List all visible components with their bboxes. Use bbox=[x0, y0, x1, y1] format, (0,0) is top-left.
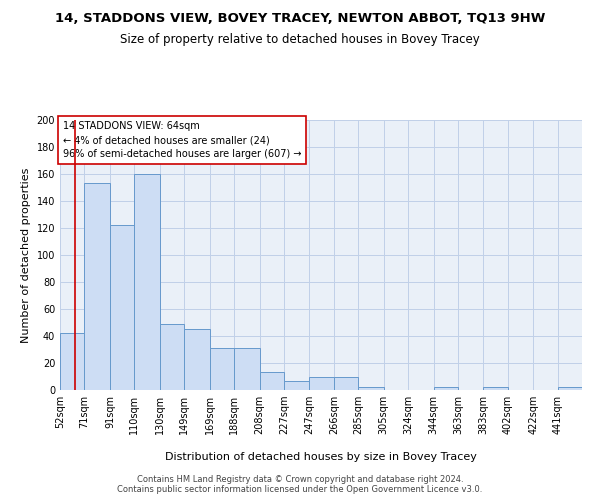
Text: 14 STADDONS VIEW: 64sqm
← 4% of detached houses are smaller (24)
96% of semi-det: 14 STADDONS VIEW: 64sqm ← 4% of detached… bbox=[62, 122, 301, 160]
Bar bbox=[110, 226, 134, 390]
Text: Size of property relative to detached houses in Bovey Tracey: Size of property relative to detached ho… bbox=[120, 32, 480, 46]
Bar bbox=[209, 348, 234, 390]
Bar bbox=[358, 388, 383, 390]
Y-axis label: Number of detached properties: Number of detached properties bbox=[21, 168, 31, 342]
Text: 14, STADDONS VIEW, BOVEY TRACEY, NEWTON ABBOT, TQ13 9HW: 14, STADDONS VIEW, BOVEY TRACEY, NEWTON … bbox=[55, 12, 545, 26]
Bar bbox=[134, 174, 160, 390]
Bar bbox=[260, 372, 284, 390]
Bar bbox=[160, 324, 184, 390]
Bar bbox=[310, 376, 334, 390]
Bar bbox=[557, 388, 582, 390]
Bar bbox=[284, 380, 310, 390]
Bar bbox=[184, 329, 209, 390]
Bar bbox=[434, 388, 458, 390]
Text: Distribution of detached houses by size in Bovey Tracey: Distribution of detached houses by size … bbox=[165, 452, 477, 462]
Bar bbox=[334, 376, 358, 390]
Bar bbox=[60, 334, 85, 390]
Bar bbox=[85, 184, 110, 390]
Bar bbox=[234, 348, 260, 390]
Bar bbox=[484, 388, 508, 390]
Text: Contains HM Land Registry data © Crown copyright and database right 2024.
Contai: Contains HM Land Registry data © Crown c… bbox=[118, 474, 482, 494]
